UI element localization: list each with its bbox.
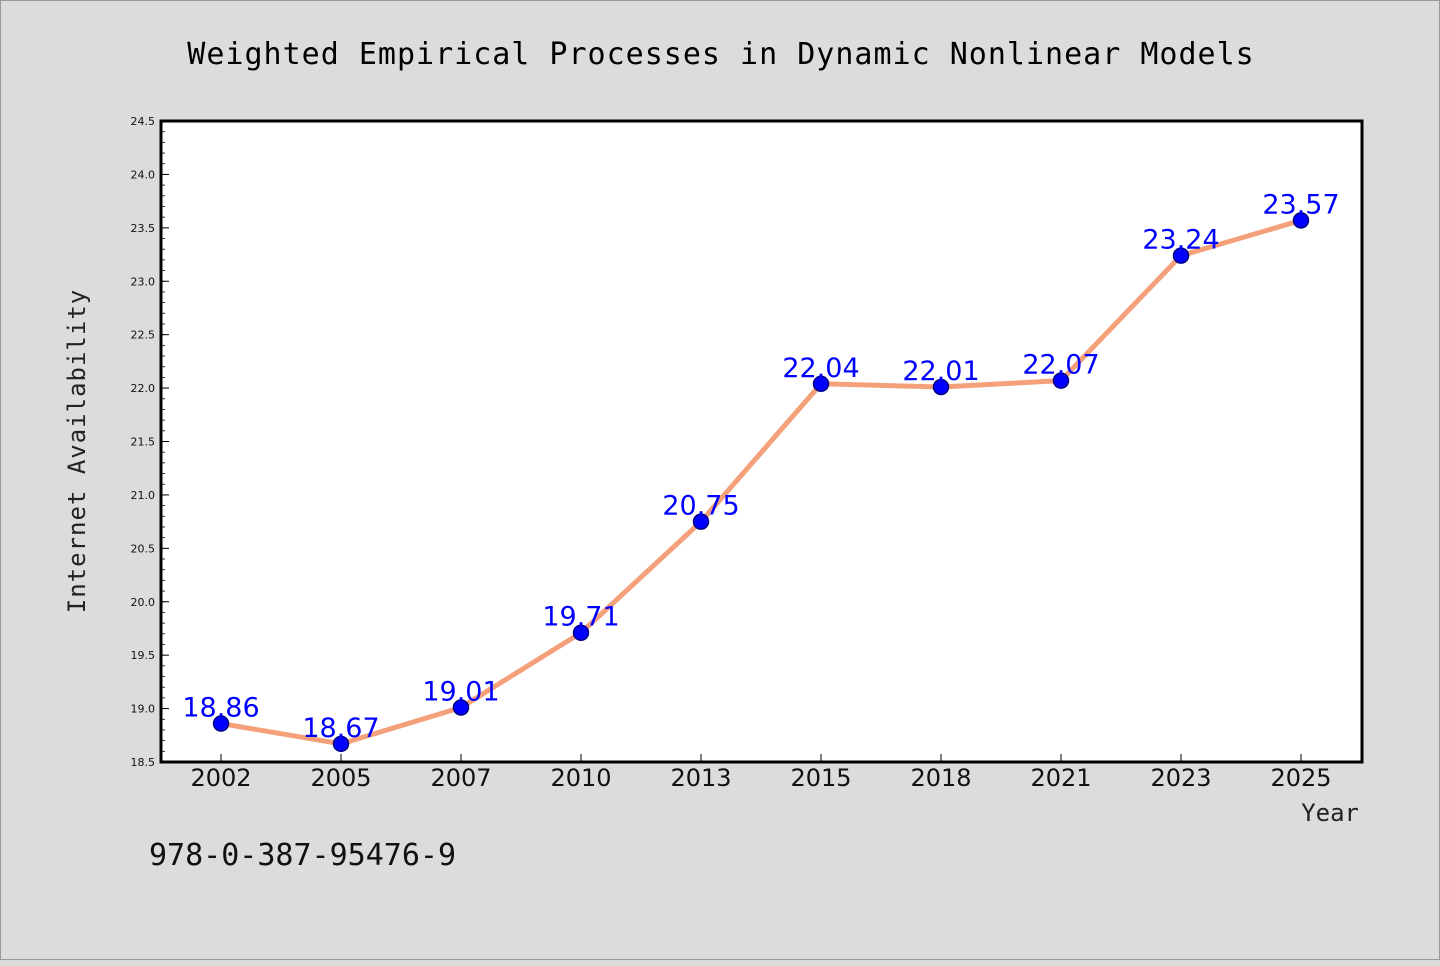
y-tick-label: 23.5 xyxy=(131,222,156,235)
x-tick-label: 2015 xyxy=(790,764,851,792)
y-axis: 18.5 19.0 19.5 20.0 20.5 21.0 21.5 22.0 22.5 23.0… xyxy=(131,115,169,769)
isbn-text: 978-0-387-95476-9 xyxy=(149,838,456,873)
plot-area xyxy=(159,119,1364,764)
data-point xyxy=(332,735,350,753)
data-point xyxy=(1052,372,1070,389)
y-axis-label: Internet Availability xyxy=(63,289,91,613)
x-tick-label: 2013 xyxy=(670,764,731,792)
x-tick-label: 2010 xyxy=(550,764,611,792)
data-label-group: 18.86 18.67 19.01 19.71 20.75 22.04 22.01 22.07… xyxy=(182,189,1339,743)
y-tick-label: 21.5 xyxy=(131,436,156,449)
chart-title: Weighted Empirical Processes in Dynamic … xyxy=(187,37,1254,72)
data-label: 18.67 xyxy=(302,713,379,744)
y-tick-label: 19.0 xyxy=(131,703,156,716)
data-point xyxy=(812,375,830,393)
x-tick-label: 2018 xyxy=(910,764,971,792)
y-tick-label: 22.5 xyxy=(131,329,156,342)
series-line xyxy=(218,217,1304,747)
y-tick-label: 22.0 xyxy=(131,382,156,395)
series-line-group xyxy=(218,217,1304,747)
x-axis-label: Year xyxy=(1301,799,1359,827)
y-tick-label: 18.5 xyxy=(131,756,156,769)
y-tick-label: 20.0 xyxy=(131,596,156,609)
marker-group xyxy=(212,212,1310,753)
data-point xyxy=(692,513,710,530)
y-tick-label: 24.0 xyxy=(131,168,156,181)
x-tick-label: 2002 xyxy=(190,764,251,792)
x-tick-label: 2023 xyxy=(1150,764,1211,792)
y-tick-label: 24.5 xyxy=(131,115,156,128)
data-point xyxy=(932,378,950,396)
data-label: 18.86 xyxy=(182,693,259,724)
data-point xyxy=(212,715,230,732)
x-axis: 2002 2005 2007 2010 2013 2015 2018 2021 2023 2025 xyxy=(190,754,1332,792)
data-label: 22.07 xyxy=(1022,350,1099,381)
data-label: 22.01 xyxy=(902,356,979,387)
x-tick-label: 2005 xyxy=(310,764,371,792)
y-tick-label: 23.0 xyxy=(131,275,156,288)
x-tick-label: 2025 xyxy=(1270,764,1331,792)
data-point xyxy=(1172,247,1190,264)
x-tick-label: 2021 xyxy=(1030,764,1091,792)
y-tick-label: 21.0 xyxy=(131,489,156,502)
data-label: 20.75 xyxy=(662,491,739,522)
data-point xyxy=(1292,212,1310,229)
data-label: 23.24 xyxy=(1142,225,1219,256)
data-point xyxy=(572,624,590,641)
y-tick-label: 19.5 xyxy=(131,649,156,662)
data-label: 22.04 xyxy=(782,353,859,384)
data-label: 23.57 xyxy=(1262,189,1339,220)
y-tick-label: 20.5 xyxy=(131,542,156,555)
data-label: 19.01 xyxy=(422,677,499,708)
x-tick-label: 2007 xyxy=(430,764,491,792)
data-label: 19.71 xyxy=(542,602,619,633)
data-point xyxy=(452,699,470,716)
